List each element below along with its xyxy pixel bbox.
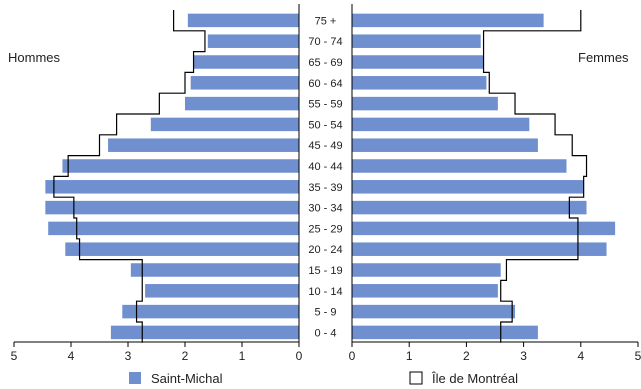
age-group-label: 70 - 74 bbox=[308, 36, 342, 48]
age-group-label: 25 - 29 bbox=[308, 223, 342, 235]
legend-label-ile-de-montreal: Île de Montréal bbox=[431, 371, 518, 386]
bar-men-8 bbox=[45, 180, 299, 194]
left-tick-label: 5 bbox=[11, 349, 18, 363]
age-group-label: 15 - 19 bbox=[308, 265, 342, 277]
bar-women-11 bbox=[352, 242, 607, 256]
legend-label-saint-michal: Saint-Michal bbox=[151, 371, 223, 386]
legend: Saint-Michal Île de Montréal bbox=[129, 371, 518, 386]
bar-women-2 bbox=[352, 55, 484, 69]
bar-men-11 bbox=[65, 242, 299, 256]
bar-men-2 bbox=[193, 55, 299, 69]
age-group-label: 55 - 59 bbox=[308, 99, 342, 111]
age-group-label: 35 - 39 bbox=[308, 182, 342, 194]
legend-swatch-saint-michal bbox=[129, 372, 141, 384]
bar-women-6 bbox=[352, 138, 538, 152]
bar-women-10 bbox=[352, 221, 616, 236]
left-tick-label: 0 bbox=[296, 349, 303, 363]
left-tick-label: 4 bbox=[68, 349, 75, 363]
bar-women-14 bbox=[352, 304, 516, 319]
left-tick-label: 1 bbox=[239, 349, 246, 363]
outline-men bbox=[53, 10, 206, 343]
right-tick-label: 1 bbox=[406, 349, 413, 363]
bar-men-3 bbox=[190, 76, 299, 90]
bar-men-13 bbox=[145, 284, 299, 298]
left-tick-label: 3 bbox=[125, 349, 132, 363]
age-group-label: 45 - 49 bbox=[308, 140, 342, 152]
bar-women-8 bbox=[352, 180, 584, 194]
age-group-label: 60 - 64 bbox=[308, 78, 342, 90]
bar-women-12 bbox=[352, 263, 501, 277]
bar-men-5 bbox=[150, 117, 299, 132]
age-group-label: 5 - 9 bbox=[314, 307, 336, 319]
bar-women-7 bbox=[352, 159, 567, 173]
bar-women-5 bbox=[352, 117, 530, 132]
outline-layer bbox=[53, 10, 588, 343]
bar-women-13 bbox=[352, 284, 498, 298]
age-group-label: 65 - 69 bbox=[308, 57, 342, 69]
outline-women bbox=[482, 10, 588, 343]
bar-women-3 bbox=[352, 76, 487, 90]
age-group-label: 75 + bbox=[315, 15, 337, 27]
right-tick-label: 5 bbox=[635, 349, 641, 363]
right-side-label: Femmes bbox=[578, 50, 629, 65]
age-group-label: 10 - 14 bbox=[308, 286, 342, 298]
bar-men-10 bbox=[48, 221, 300, 236]
legend-swatch-ile-de-montreal bbox=[409, 371, 423, 385]
age-group-label: 20 - 24 bbox=[308, 244, 342, 256]
bar-men-15 bbox=[110, 325, 300, 340]
right-tick-label: 4 bbox=[577, 349, 584, 363]
bar-women-9 bbox=[352, 200, 587, 215]
bar-women-15 bbox=[352, 325, 538, 340]
age-group-label: 40 - 44 bbox=[308, 161, 342, 173]
bar-women-0 bbox=[352, 13, 544, 28]
right-tick-label: 2 bbox=[463, 349, 470, 363]
bar-men-4 bbox=[185, 96, 299, 111]
bar-women-4 bbox=[352, 96, 498, 111]
age-group-label: 30 - 34 bbox=[308, 203, 342, 215]
bars-layer bbox=[45, 13, 616, 340]
bar-men-9 bbox=[45, 200, 299, 215]
left-side-label: Hommes bbox=[8, 50, 61, 65]
bar-men-14 bbox=[122, 304, 299, 319]
bar-men-1 bbox=[207, 34, 299, 48]
bar-men-7 bbox=[62, 159, 300, 173]
age-group-label: 50 - 54 bbox=[308, 119, 342, 131]
left-tick-label: 2 bbox=[182, 349, 189, 363]
bar-men-12 bbox=[130, 263, 299, 277]
center-labels: 75 + 70 - 74 65 - 69 60 - 64 55 - 59 50 - 54 4… bbox=[298, 4, 353, 342]
bar-men-6 bbox=[108, 138, 299, 152]
bar-men-0 bbox=[187, 13, 299, 28]
right-tick-label: 0 bbox=[349, 349, 356, 363]
age-group-label: 0 - 4 bbox=[314, 327, 336, 339]
bar-women-1 bbox=[352, 34, 481, 48]
x-axes: 0 0 1 1 2 2 3 3 4 4 5 5 bbox=[11, 341, 641, 363]
right-tick-label: 3 bbox=[520, 349, 527, 363]
